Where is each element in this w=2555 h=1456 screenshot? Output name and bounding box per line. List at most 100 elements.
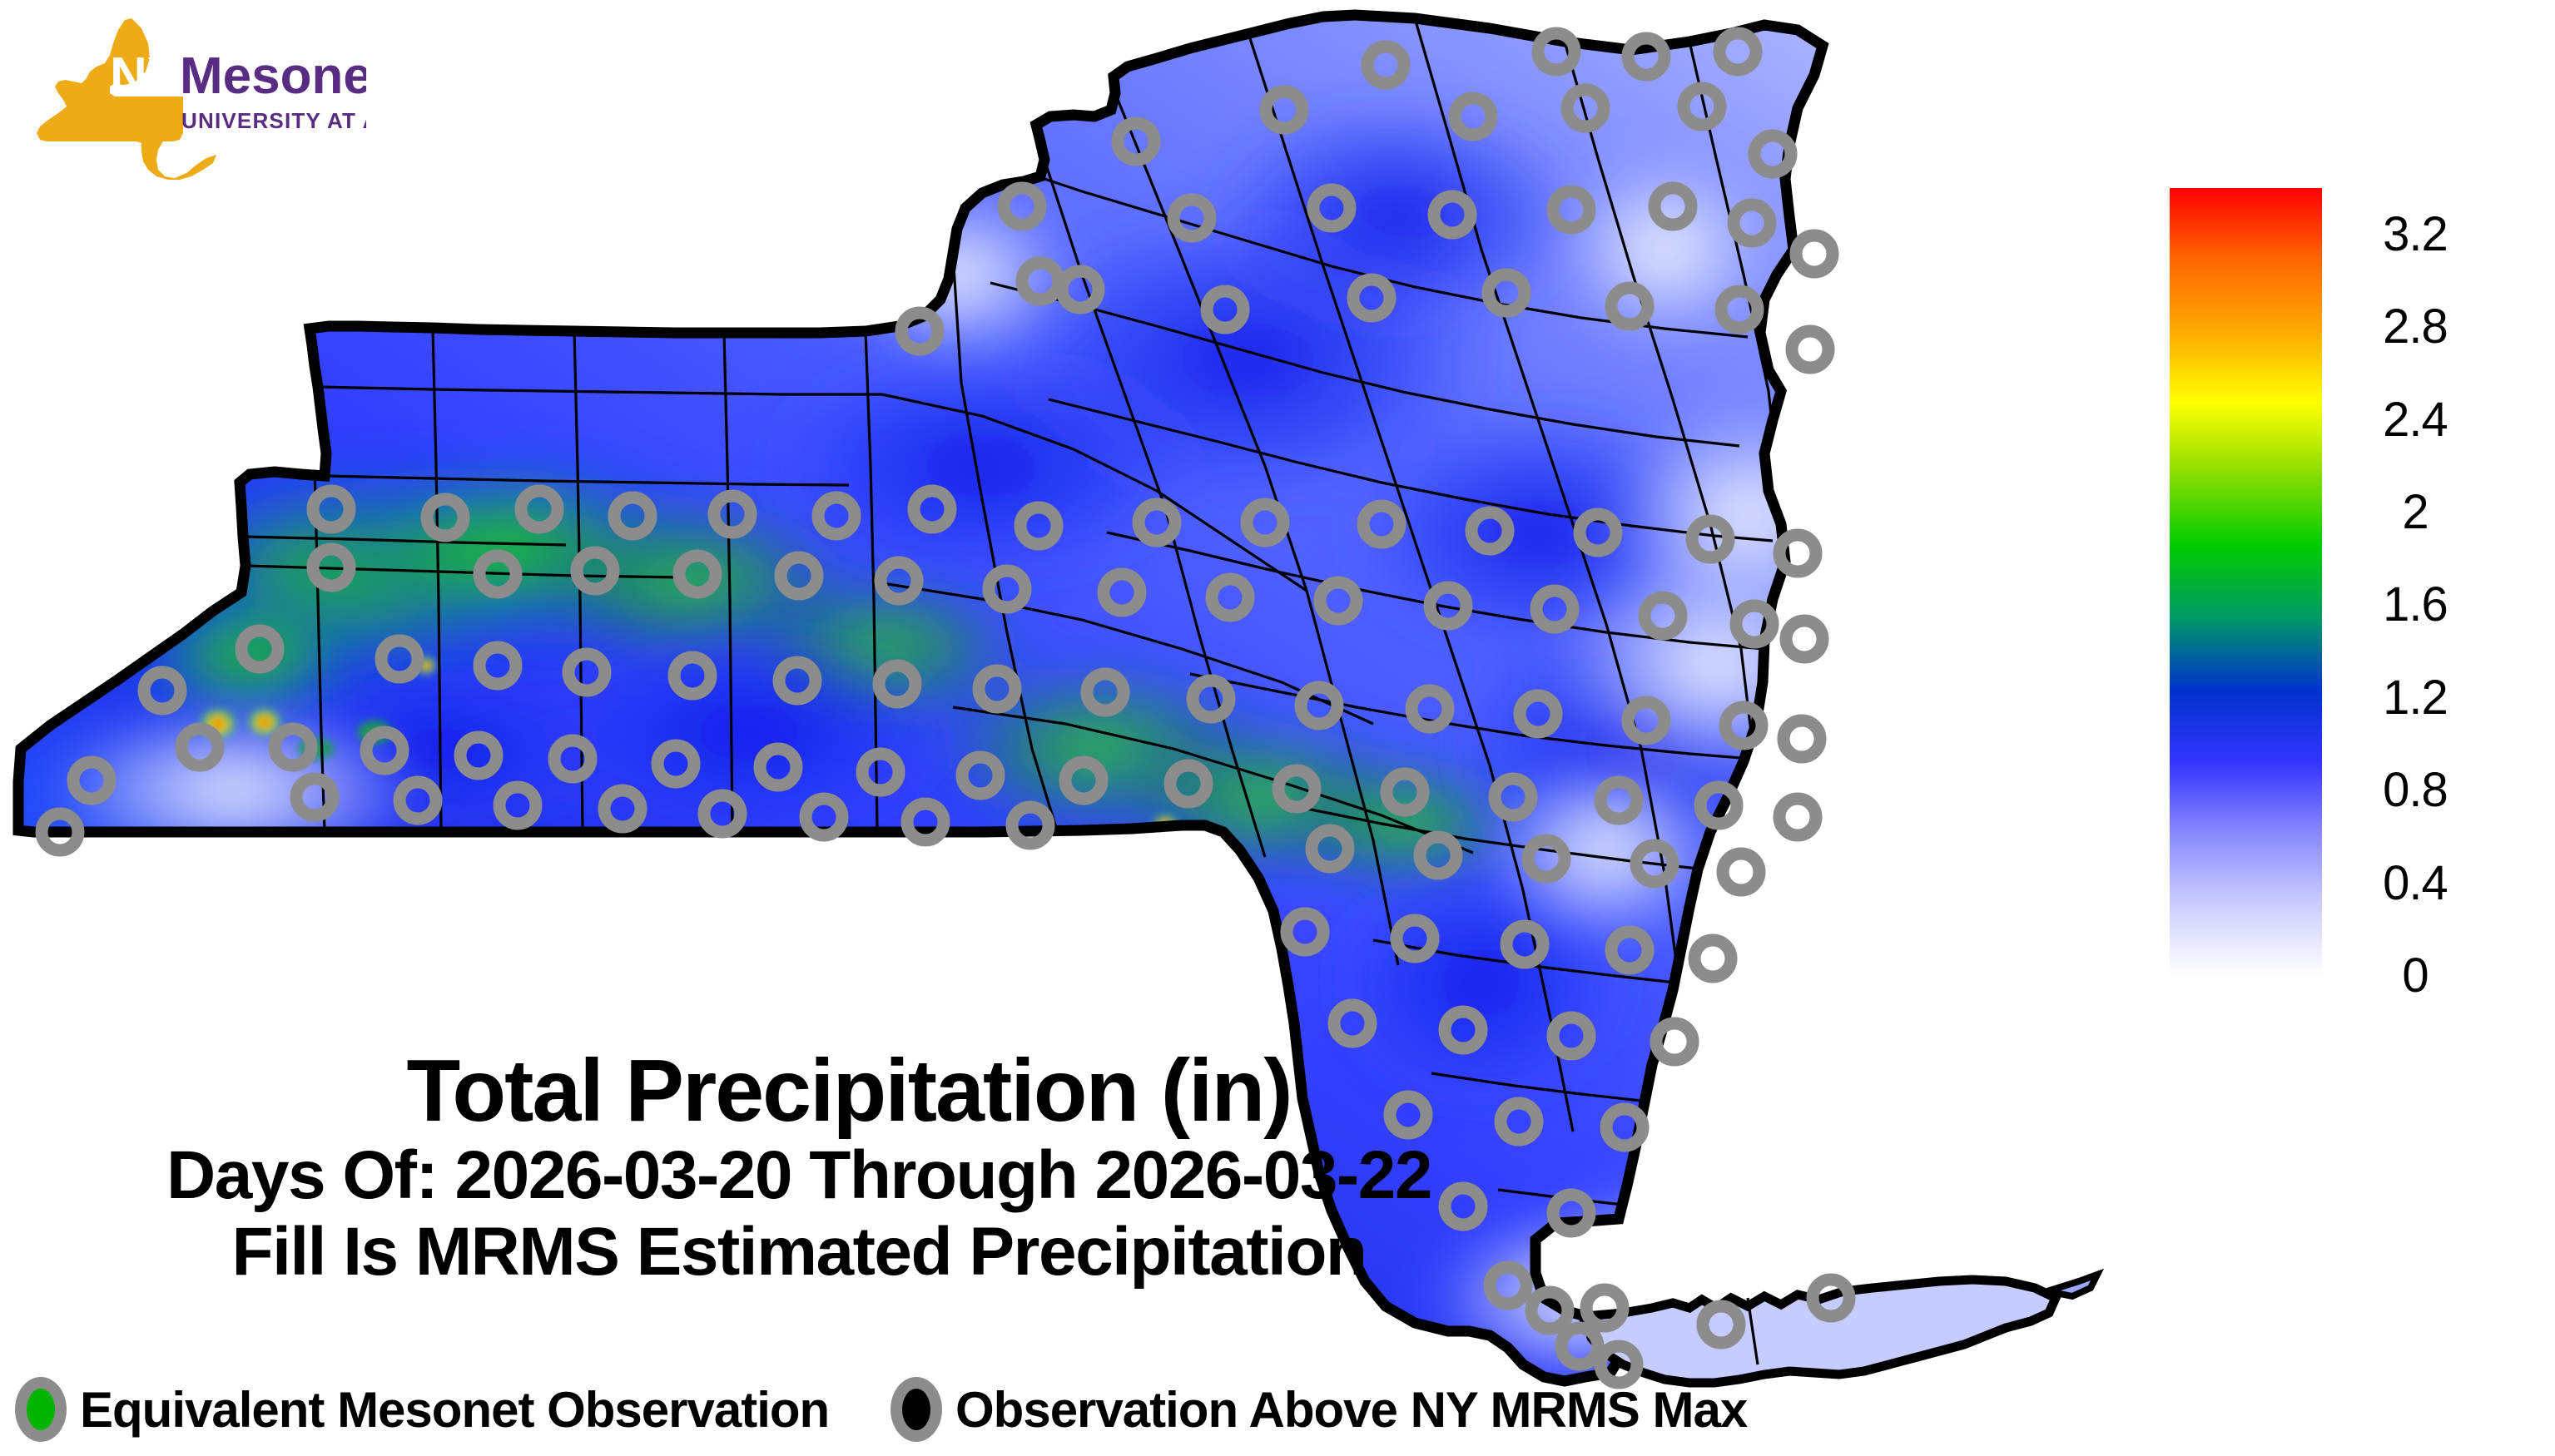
- station-marker: [454, 730, 504, 780]
- station-marker: [874, 556, 924, 606]
- station-marker: [872, 659, 922, 709]
- station-marker: [67, 755, 117, 805]
- station-marker: [1132, 498, 1182, 547]
- station-marker: [548, 734, 598, 784]
- station-marker: [1448, 92, 1498, 141]
- station-marker: [1357, 499, 1406, 549]
- station-marker: [1621, 32, 1671, 82]
- station-marker: [1186, 674, 1236, 724]
- title-fill-source: Fill Is MRMS Estimated Precipitation: [231, 1214, 1367, 1290]
- station-marker: [667, 651, 717, 701]
- colorbar-tick-0: 0: [2402, 948, 2428, 1003]
- station-marker: [955, 750, 1005, 800]
- station-marker: [1280, 907, 1330, 957]
- station-marker: [493, 780, 543, 830]
- station-marker: [1015, 256, 1065, 306]
- legend-marker-black-icon: [891, 1377, 942, 1442]
- station-marker: [1716, 847, 1766, 897]
- station-marker: [772, 656, 822, 706]
- station-marker: [1500, 919, 1550, 969]
- station-marker: [1014, 501, 1064, 551]
- station-marker: [774, 551, 824, 601]
- station-marker: [1438, 1005, 1488, 1055]
- station-marker: [1729, 599, 1779, 649]
- station-marker: [1380, 767, 1430, 817]
- station-marker: [306, 542, 356, 592]
- precipitation-map: [0, 0, 2105, 1389]
- station-marker: [375, 634, 424, 684]
- station-marker: [1789, 229, 1839, 279]
- station-marker: [235, 624, 285, 674]
- station-marker: [137, 666, 187, 716]
- station-marker: [1465, 506, 1515, 556]
- station-marker: [856, 747, 905, 797]
- station-marker: [175, 722, 225, 772]
- station-marker: [1413, 830, 1463, 880]
- station-marker: [514, 484, 564, 534]
- station-marker: [1200, 285, 1250, 334]
- station-marker: [1605, 925, 1655, 975]
- legend-item-above-max: Observation Above NY MRMS Max: [891, 1371, 1748, 1448]
- colorbar-tick-2: 2: [2402, 484, 2428, 539]
- station-marker: [473, 549, 523, 599]
- station-marker: [306, 484, 356, 534]
- station-marker: [1405, 684, 1455, 734]
- station-marker: [1777, 714, 1827, 764]
- station-marker: [811, 491, 861, 541]
- station-marker: [1390, 914, 1440, 963]
- colorbar-group: 3.2 2.8 2.4 2 1.6 1.2 0.8 0.4 0: [2170, 188, 2536, 1020]
- station-marker: [1438, 1181, 1488, 1231]
- station-marker: [1361, 40, 1411, 90]
- station-marker: [1531, 27, 1581, 77]
- station-marker: [360, 726, 409, 775]
- station-marker: [1773, 528, 1823, 578]
- station-marker: [1513, 689, 1563, 739]
- station-marker: [1694, 780, 1744, 830]
- station-marker: [1573, 508, 1623, 557]
- station-marker: [1259, 85, 1309, 135]
- colorbar-tick-1-2: 1.2: [2383, 670, 2448, 725]
- station-marker: [900, 797, 950, 847]
- station-marker: [1313, 576, 1363, 626]
- station-marker: [420, 493, 470, 542]
- station-marker: [268, 722, 318, 772]
- station-marker: [1696, 1300, 1746, 1350]
- station-marker: [1648, 181, 1698, 231]
- station-marker: [1327, 998, 1377, 1048]
- station-marker: [1055, 265, 1105, 314]
- station-marker: [907, 484, 957, 534]
- station-marker: [1727, 198, 1777, 248]
- page-title: Total Precipitation (in): [406, 1042, 1292, 1140]
- station-marker: [1494, 1097, 1544, 1146]
- station-marker: [1605, 281, 1655, 331]
- station-marker: [1347, 273, 1397, 323]
- station-marker: [972, 664, 1022, 714]
- station-marker: [895, 306, 945, 356]
- legend-item-equivalent: Equivalent Mesonet Observation: [15, 1371, 830, 1448]
- colorbar-tick-2-8: 2.8: [2383, 300, 2448, 354]
- logo-tagline: UNIVERSITY AT ALBANY: [181, 108, 366, 133]
- station-marker: [1785, 324, 1835, 374]
- title-date-range: Days Of: 2026-03-20 Through 2026-03-22: [166, 1137, 1432, 1214]
- station-marker: [707, 489, 757, 539]
- station-marker: [1307, 183, 1357, 233]
- station-marker: [1714, 285, 1764, 334]
- station-marker: [1677, 82, 1727, 131]
- station-marker: [1560, 83, 1610, 133]
- station-marker: [1580, 1283, 1630, 1333]
- station-marker: [651, 739, 701, 789]
- station-marker: [1779, 614, 1829, 664]
- station-marker: [1294, 681, 1344, 730]
- station-marker: [1111, 116, 1161, 166]
- precipitation-colorbar: [2170, 188, 2322, 976]
- long-island: [1579, 1268, 2105, 1388]
- station-marker: [697, 789, 747, 839]
- station-marker: [1005, 800, 1055, 850]
- title-block: Total Precipitation (in) Days Of: 2026-0…: [0, 1044, 1598, 1290]
- station-marker: [1546, 185, 1596, 235]
- station-marker: [1481, 268, 1531, 318]
- station-marker: [1594, 1340, 1644, 1389]
- station-marker: [473, 641, 523, 691]
- station-marker: [1383, 1090, 1433, 1140]
- logo-mesonet-text: Mesonet: [180, 47, 366, 105]
